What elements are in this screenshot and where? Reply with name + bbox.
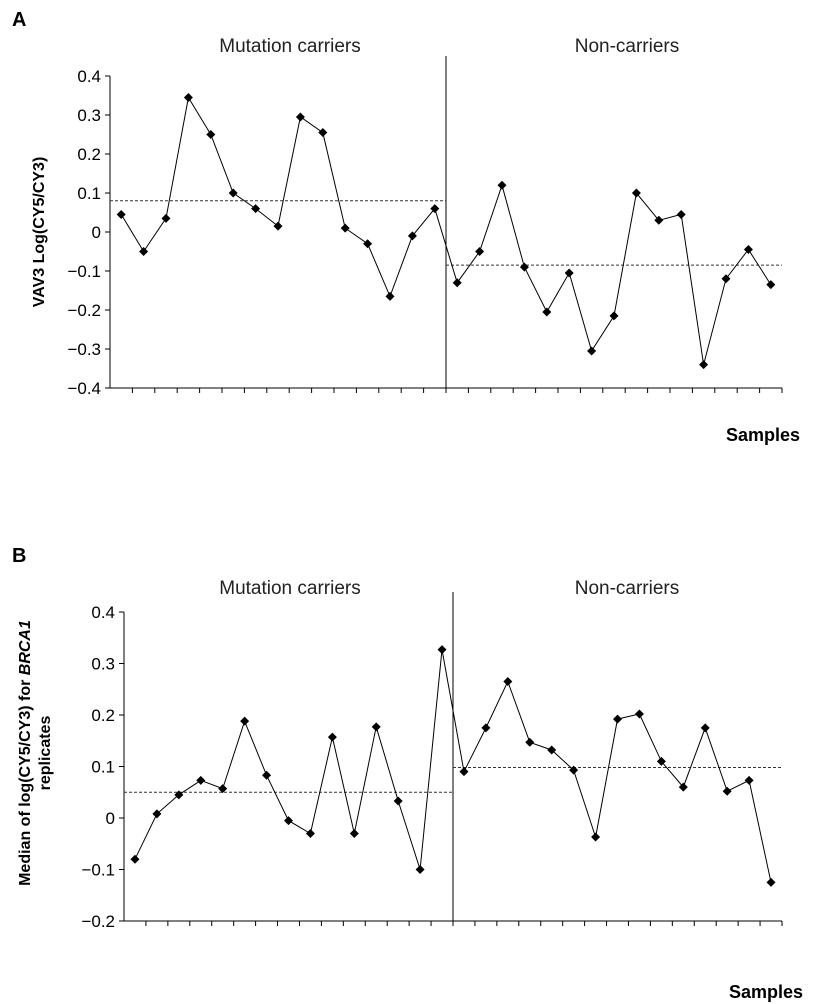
panel-b-data-point	[700, 723, 710, 733]
panel-b-data-point	[262, 770, 272, 780]
panel-b-data-point	[722, 786, 732, 796]
panel-b-data-point	[766, 877, 776, 887]
panel-b-data-point	[415, 865, 425, 874]
panel-b-y-tick-label: 0.4	[91, 603, 115, 622]
panel-a-data-point	[295, 112, 305, 122]
panel-b-data-point	[591, 832, 601, 842]
panel-b-y-tick-label: 0	[106, 809, 115, 828]
panel-a-data-point	[475, 247, 485, 256]
panel-a-data-point	[743, 245, 753, 255]
panel-a-data-point	[542, 307, 552, 317]
panel-b-y-tick-label: −0.2	[81, 912, 115, 931]
panel-b-data-point	[174, 790, 184, 800]
panel-b-data-point	[481, 723, 491, 733]
panel-b-data-point	[503, 677, 513, 687]
panel-a-data-point	[452, 278, 462, 288]
panel-b-data-point	[525, 737, 535, 747]
panel-a-y-tick-label: −0.2	[67, 301, 101, 320]
panel-a: A Mutation carriers Non-carriers VAV3 Lo…	[12, 9, 800, 445]
panel-b-data-point	[152, 809, 162, 819]
panel-a-data-point	[385, 291, 395, 301]
panel-b: B Mutation carriers Non-carriers Median …	[12, 545, 803, 1002]
panel-b-y-tick-label: −0.1	[81, 861, 115, 880]
panel-a-letter: A	[12, 9, 26, 31]
panel-a-data-point	[273, 221, 283, 231]
panel-a-data-point	[721, 274, 731, 284]
panel-a-data-point	[676, 209, 686, 219]
panel-a-y-tick-label: −0.4	[67, 379, 101, 398]
panel-b-y-tick-label: 0.2	[91, 706, 115, 725]
panel-b-x-axis-title: Samples	[729, 982, 803, 1002]
panel-a-y-tick-label: 0.3	[77, 106, 101, 125]
panel-a-data-point	[228, 188, 238, 198]
panel-a-group-label-carriers: Mutation carriers	[219, 36, 361, 57]
panel-a-data-point	[116, 209, 126, 219]
panel-b-data-point	[634, 709, 644, 719]
panel-a-x-axis-title: Samples	[726, 425, 800, 445]
panel-b-data-point	[656, 756, 666, 766]
panel-b-data-point	[678, 782, 688, 792]
panel-a-data-point	[139, 247, 149, 256]
panel-b-group-label-carriers: Mutation carriers	[219, 578, 361, 599]
panel-b-data-point	[196, 775, 206, 785]
panel-b-data-point	[437, 645, 447, 655]
panel-a-y-tick-label: 0.1	[77, 184, 101, 203]
panel-b-group-label-noncarriers: Non-carriers	[575, 578, 680, 599]
panel-a-data-point	[519, 262, 529, 272]
panel-b-y-axis-title: Median of log(CY5/CY3) for BRCA1	[17, 620, 34, 886]
panel-a-data-point	[497, 180, 507, 190]
panel-a-data-point	[363, 239, 373, 249]
panel-b-data-point	[284, 816, 293, 826]
panel-b-y-axis-title-line2: replicates	[37, 716, 54, 791]
panel-a-y-tick-label: 0.2	[77, 145, 101, 164]
panel-a-data-point	[340, 223, 350, 233]
panel-a-data-point	[609, 311, 619, 321]
panel-a-y-tick-label: −0.3	[67, 340, 101, 359]
panel-a-data-point	[587, 346, 597, 356]
panel-b-data-point	[393, 796, 403, 806]
panel-b-series-line	[134, 649, 772, 883]
panel-a-data-point	[206, 130, 216, 139]
panel-b-data-point	[305, 828, 315, 838]
panel-a-data-point	[251, 204, 261, 214]
panel-b-letter: B	[12, 545, 26, 567]
panel-a-y-tick-label: 0	[92, 223, 101, 242]
panel-b-data-point	[130, 854, 140, 864]
panel-a-data-point	[654, 215, 664, 225]
panel-b-y-tick-label: 0.3	[91, 655, 115, 674]
panel-a-y-tick-label: 0.4	[77, 67, 101, 86]
panel-a-group-label-noncarriers: Non-carriers	[575, 36, 680, 57]
panel-b-data-point	[569, 765, 579, 775]
panel-b-data-point	[613, 714, 622, 724]
panel-a-data-point	[699, 360, 709, 370]
panel-a-data-point	[161, 213, 171, 223]
panel-b-data-point	[349, 828, 359, 838]
panel-a-data-point	[430, 204, 440, 214]
panel-b-data-point	[327, 732, 337, 742]
panel-a-data-point	[564, 268, 574, 278]
panel-a-data-point	[631, 188, 641, 198]
panel-a-data-point	[318, 128, 328, 138]
panel-b-data-point	[218, 784, 228, 794]
panel-b-data-point	[744, 775, 754, 785]
panel-a-y-tick-label: −0.1	[67, 262, 101, 281]
panel-a-y-axis-title: VAV3 Log(CY5/CY3)	[31, 157, 48, 308]
panel-a-series-line	[120, 96, 772, 365]
panel-a-data-point	[407, 231, 417, 241]
panel-a-data-point	[766, 280, 776, 290]
panel-b-data-point	[547, 745, 557, 755]
panel-b-data-point	[371, 722, 381, 732]
panel-b-data-point	[240, 716, 250, 726]
panel-a-data-point	[183, 92, 193, 102]
panel-b-y-tick-label: 0.1	[91, 758, 115, 777]
panel-b-data-point	[459, 767, 469, 777]
